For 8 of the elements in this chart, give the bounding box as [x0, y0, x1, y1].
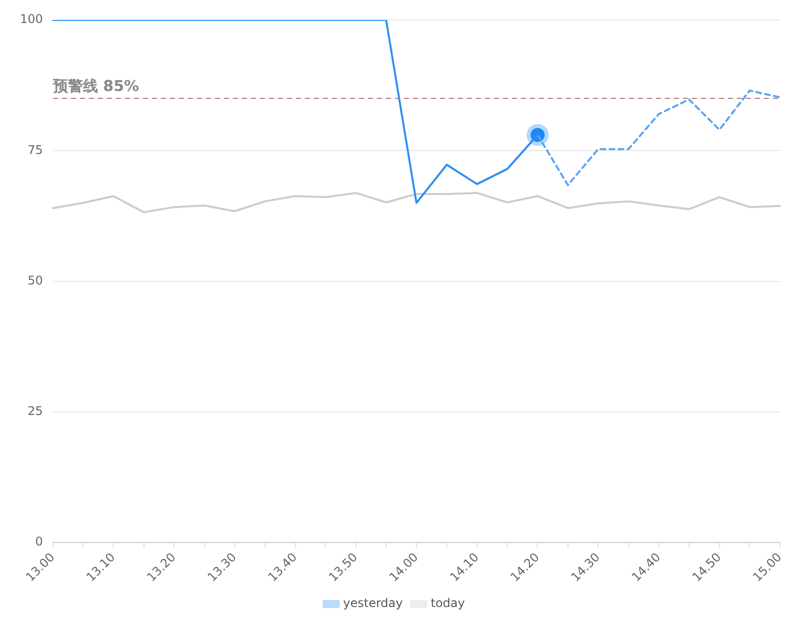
ref-line-label: 预警线 85%	[52, 76, 140, 95]
y-tick-label: 25	[28, 404, 43, 418]
legend-label: today	[430, 596, 465, 610]
y-tick-label: 0	[35, 534, 43, 549]
y-tick-label: 75	[28, 142, 43, 157]
y-tick-label: 100	[20, 12, 43, 26]
y-tick-label: 50	[28, 273, 43, 288]
legend-label: yesterday	[343, 596, 403, 610]
